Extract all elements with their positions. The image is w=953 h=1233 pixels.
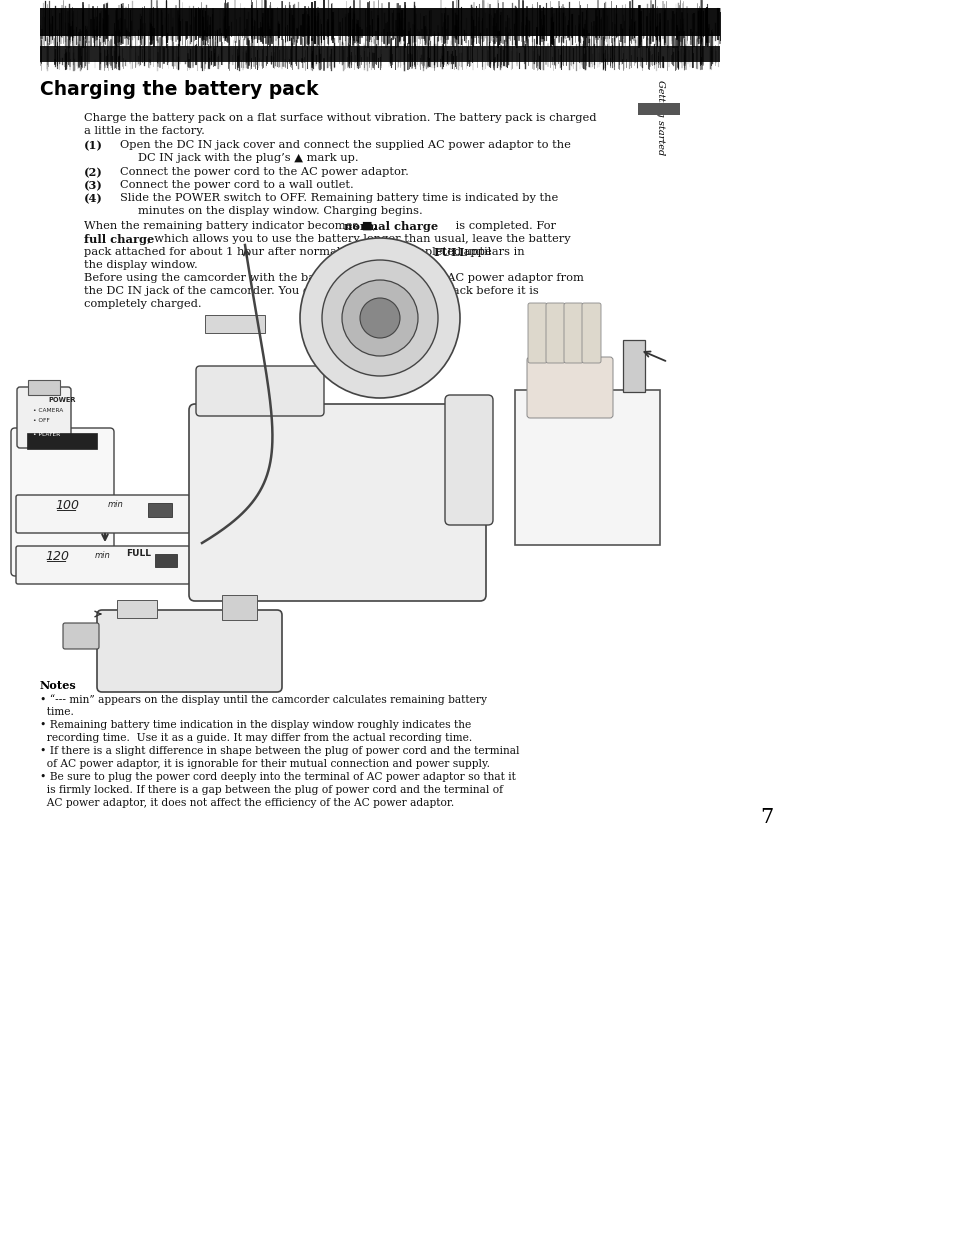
Text: • Remaining battery time indication in the display window roughly indicates the: • Remaining battery time indication in t… (40, 720, 471, 730)
Bar (154, 554, 177, 567)
Text: Slide the POWER switch to OFF. Remaining battery time is indicated by the: Slide the POWER switch to OFF. Remaining… (120, 194, 558, 203)
FancyBboxPatch shape (63, 623, 99, 649)
Text: full charge: full charge (84, 234, 154, 245)
FancyBboxPatch shape (563, 303, 582, 363)
Bar (205, 314, 265, 333)
Bar (638, 104, 679, 115)
Text: • OFF: • OFF (33, 418, 50, 423)
Text: • “--- min” appears on the display until the camcorder calculates remaining batt: • “--- min” appears on the display until… (40, 694, 486, 705)
Bar (27, 433, 97, 449)
Bar (40, 46, 720, 62)
Text: (2): (2) (84, 166, 103, 178)
Text: AC power adaptor, it does not affect the efficiency of the AC power adaptor.: AC power adaptor, it does not affect the… (40, 798, 454, 808)
Text: min: min (108, 501, 124, 509)
Text: time.: time. (40, 707, 73, 718)
Bar (515, 390, 659, 545)
Text: Connect the power cord to the AC power adaptor.: Connect the power cord to the AC power a… (120, 166, 409, 178)
FancyBboxPatch shape (189, 404, 485, 600)
FancyBboxPatch shape (16, 546, 190, 584)
Text: completely charged.: completely charged. (84, 298, 201, 309)
Bar (28, 380, 60, 395)
Text: • If there is a slight difference in shape between the plug of power cord and th: • If there is a slight difference in sha… (40, 746, 519, 756)
Text: DC IN jack with the plug’s ▲ mark up.: DC IN jack with the plug’s ▲ mark up. (138, 153, 358, 163)
Text: Connect the power cord to a wall outlet.: Connect the power cord to a wall outlet. (120, 180, 354, 190)
Text: 1͟2͟0: 1͟2͟0 (45, 549, 69, 562)
Text: is completed. For: is completed. For (452, 221, 556, 231)
Text: (1): (1) (84, 141, 103, 150)
Text: min: min (95, 551, 111, 560)
Circle shape (341, 280, 417, 356)
Text: pack attached for about 1 hour after normal charge is completed until: pack attached for about 1 hour after nor… (84, 247, 495, 256)
Text: Getting started: Getting started (656, 80, 664, 155)
Text: (4): (4) (84, 194, 103, 203)
Text: of AC power adaptor, it is ignorable for their mutual connection and power suppl: of AC power adaptor, it is ignorable for… (40, 760, 490, 769)
FancyBboxPatch shape (581, 303, 600, 363)
Text: , which allows you to use the battery longer than usual, leave the battery: , which allows you to use the battery lo… (147, 234, 570, 244)
Bar (117, 600, 157, 618)
FancyBboxPatch shape (195, 366, 324, 416)
FancyBboxPatch shape (97, 610, 282, 692)
Text: appears in: appears in (459, 247, 524, 256)
Circle shape (299, 238, 459, 398)
Text: FULL: FULL (433, 247, 467, 258)
Text: a little in the factory.: a little in the factory. (84, 126, 205, 136)
Bar (222, 596, 256, 620)
Text: • CAMERA: • CAMERA (33, 408, 63, 413)
Circle shape (359, 298, 399, 338)
Text: When the remaining battery indicator becomes ■,: When the remaining battery indicator bec… (84, 221, 379, 231)
FancyBboxPatch shape (17, 387, 71, 448)
Bar (622, 340, 644, 392)
FancyBboxPatch shape (527, 303, 546, 363)
FancyBboxPatch shape (526, 358, 613, 418)
Circle shape (322, 260, 437, 376)
Text: 7: 7 (760, 808, 773, 827)
Text: is firmly locked. If there is a gap between the plug of power cord and the termi: is firmly locked. If there is a gap betw… (40, 785, 502, 795)
FancyBboxPatch shape (444, 395, 493, 525)
Text: (3): (3) (84, 180, 103, 191)
Text: Before using the camcorder with the battery pack, unplug the AC power adaptor fr: Before using the camcorder with the batt… (84, 272, 583, 284)
Text: minutes on the display window. Charging begins.: minutes on the display window. Charging … (138, 206, 422, 216)
FancyBboxPatch shape (16, 494, 190, 533)
Text: Charging the battery pack: Charging the battery pack (40, 80, 318, 99)
FancyBboxPatch shape (545, 303, 564, 363)
Text: POWER: POWER (49, 397, 75, 403)
Text: recording time.  Use it as a guide. It may differ from the actual recording time: recording time. Use it as a guide. It ma… (40, 732, 472, 743)
FancyBboxPatch shape (11, 428, 113, 576)
Text: the DC IN jack of the camcorder. You can also use the battery pack before it is: the DC IN jack of the camcorder. You can… (84, 286, 538, 296)
Text: Open the DC IN jack cover and connect the supplied AC power adaptor to the: Open the DC IN jack cover and connect th… (120, 141, 570, 150)
Bar (148, 503, 172, 517)
Bar (40, 7, 720, 36)
Text: normal charge: normal charge (344, 221, 437, 232)
Text: • Be sure to plug the power cord deeply into the terminal of AC power adaptor so: • Be sure to plug the power cord deeply … (40, 772, 516, 782)
Text: the display window.: the display window. (84, 260, 197, 270)
Text: FULL: FULL (126, 549, 151, 559)
Text: Charge the battery pack on a flat surface without vibration. The battery pack is: Charge the battery pack on a flat surfac… (84, 113, 596, 123)
Text: 1͟0͟0: 1͟0͟0 (55, 498, 79, 510)
Text: • PLAYER: • PLAYER (33, 432, 60, 436)
Text: Notes: Notes (40, 681, 76, 690)
